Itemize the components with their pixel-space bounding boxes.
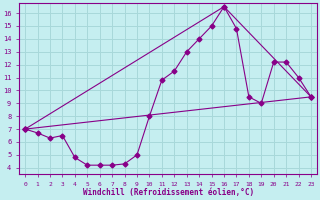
X-axis label: Windchill (Refroidissement éolien,°C): Windchill (Refroidissement éolien,°C) xyxy=(83,188,254,197)
